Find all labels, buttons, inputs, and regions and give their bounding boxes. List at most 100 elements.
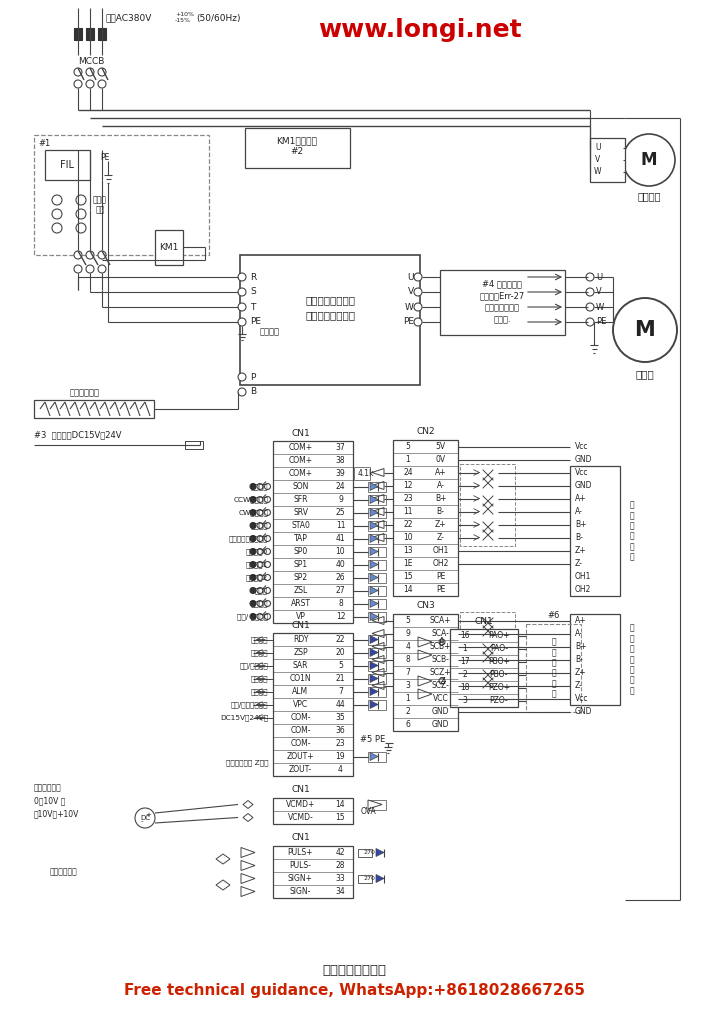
Text: PAO+: PAO+ <box>489 631 510 640</box>
Text: A: A <box>439 638 445 646</box>
Text: SCZ-: SCZ- <box>432 681 450 690</box>
Text: W: W <box>405 302 414 311</box>
Polygon shape <box>241 887 255 896</box>
Circle shape <box>250 522 256 528</box>
Circle shape <box>265 536 270 542</box>
Text: ARST: ARST <box>290 599 311 608</box>
Circle shape <box>250 483 256 489</box>
Circle shape <box>414 273 422 281</box>
Text: U: U <box>408 272 414 282</box>
Text: #2: #2 <box>290 147 304 157</box>
Bar <box>368 660 386 671</box>
Text: 交流电
抗器: 交流电 抗器 <box>93 196 107 215</box>
Text: 4: 4 <box>406 642 411 651</box>
Text: OVA: OVA <box>361 807 377 815</box>
Circle shape <box>265 588 270 594</box>
Text: SCA-: SCA- <box>432 629 450 638</box>
Text: S: S <box>250 288 256 297</box>
Circle shape <box>74 68 82 76</box>
Bar <box>368 800 386 810</box>
Text: SCZ+: SCZ+ <box>430 668 451 677</box>
Circle shape <box>250 561 256 567</box>
Text: #6: #6 <box>547 611 560 621</box>
Bar <box>273 441 353 623</box>
Text: 1: 1 <box>406 694 411 703</box>
Circle shape <box>52 195 62 205</box>
Polygon shape <box>370 753 378 761</box>
Polygon shape <box>370 482 378 490</box>
Text: CN1: CN1 <box>291 785 310 795</box>
Text: CW旋转启动: CW旋转启动 <box>239 509 268 516</box>
Text: 报警，请调换任: 报警，请调换任 <box>484 303 520 312</box>
Polygon shape <box>372 630 384 638</box>
Bar <box>368 686 386 696</box>
Text: Vcc: Vcc <box>575 442 588 451</box>
Circle shape <box>586 303 594 311</box>
Text: 16: 16 <box>460 631 470 640</box>
Circle shape <box>613 298 677 362</box>
Polygon shape <box>370 521 378 529</box>
Circle shape <box>86 68 94 76</box>
Polygon shape <box>370 648 378 656</box>
Circle shape <box>250 588 256 594</box>
Circle shape <box>586 273 594 281</box>
Bar <box>450 629 518 707</box>
Text: SCB-: SCB- <box>432 655 450 664</box>
Text: KM1: KM1 <box>159 243 178 252</box>
Text: 14: 14 <box>403 585 413 594</box>
Circle shape <box>265 613 270 620</box>
Text: FIL: FIL <box>60 160 74 170</box>
Polygon shape <box>418 676 432 686</box>
Text: STA0: STA0 <box>291 521 310 530</box>
Text: SP1: SP1 <box>293 560 307 569</box>
Text: PULS-: PULS- <box>290 861 312 870</box>
Text: 41: 41 <box>336 534 346 543</box>
Text: #3  外部给定DC15V～24V: #3 外部给定DC15V～24V <box>34 430 122 439</box>
Circle shape <box>52 209 62 219</box>
Text: 42: 42 <box>336 848 346 857</box>
Text: A-: A- <box>575 629 583 638</box>
Bar <box>45 150 90 180</box>
Bar <box>155 230 183 265</box>
Bar <box>185 441 203 449</box>
Bar <box>74 28 82 40</box>
Polygon shape <box>376 849 384 856</box>
Polygon shape <box>372 508 384 515</box>
Text: 7: 7 <box>406 668 411 677</box>
Text: 21: 21 <box>336 674 346 683</box>
Circle shape <box>265 549 270 555</box>
Circle shape <box>250 574 256 581</box>
Text: 8: 8 <box>338 599 343 608</box>
Circle shape <box>86 80 94 88</box>
Circle shape <box>250 510 256 515</box>
Text: SIGN+: SIGN+ <box>288 874 313 883</box>
Text: 22: 22 <box>336 635 346 644</box>
Text: 34: 34 <box>336 887 346 896</box>
Text: +: + <box>145 812 151 818</box>
Circle shape <box>439 678 445 684</box>
Text: SON: SON <box>292 482 309 490</box>
Bar <box>368 647 386 657</box>
Polygon shape <box>370 700 378 709</box>
Polygon shape <box>418 650 432 660</box>
Text: PBO-: PBO- <box>490 670 508 679</box>
Bar <box>460 612 515 694</box>
Text: OH1: OH1 <box>575 572 591 581</box>
Polygon shape <box>243 801 253 809</box>
Bar <box>368 495 386 505</box>
Text: Z+: Z+ <box>435 520 446 529</box>
Text: 1: 1 <box>462 644 467 653</box>
Text: 电源地线: 电源地线 <box>260 328 280 337</box>
Text: SCA+: SCA+ <box>430 616 451 625</box>
Polygon shape <box>370 560 378 568</box>
Circle shape <box>238 388 246 396</box>
Polygon shape <box>370 587 378 595</box>
Text: 14: 14 <box>336 800 346 809</box>
Text: 3: 3 <box>462 696 467 705</box>
Circle shape <box>98 251 106 259</box>
Text: 位置反馈输出 Z脉冲: 位置反馈输出 Z脉冲 <box>226 760 268 766</box>
Text: www.longi.net: www.longi.net <box>318 18 522 42</box>
Text: 36: 36 <box>336 726 346 735</box>
Text: 全数字式交流异步: 全数字式交流异步 <box>305 295 355 305</box>
Polygon shape <box>241 848 255 857</box>
